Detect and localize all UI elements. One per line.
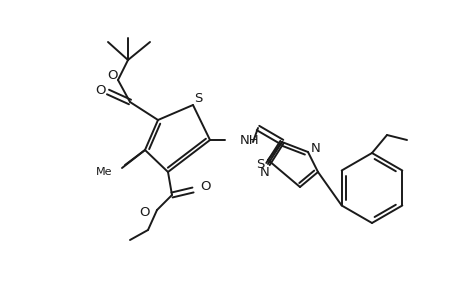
Text: NH: NH — [240, 134, 259, 146]
Text: N: N — [259, 166, 269, 178]
Text: S: S — [193, 92, 202, 104]
Text: O: O — [200, 181, 210, 194]
Text: Me: Me — [95, 167, 112, 177]
Text: N: N — [310, 142, 320, 154]
Text: S: S — [255, 158, 263, 170]
Text: O: O — [107, 68, 118, 82]
Text: O: O — [95, 83, 106, 97]
Text: O: O — [139, 206, 150, 218]
